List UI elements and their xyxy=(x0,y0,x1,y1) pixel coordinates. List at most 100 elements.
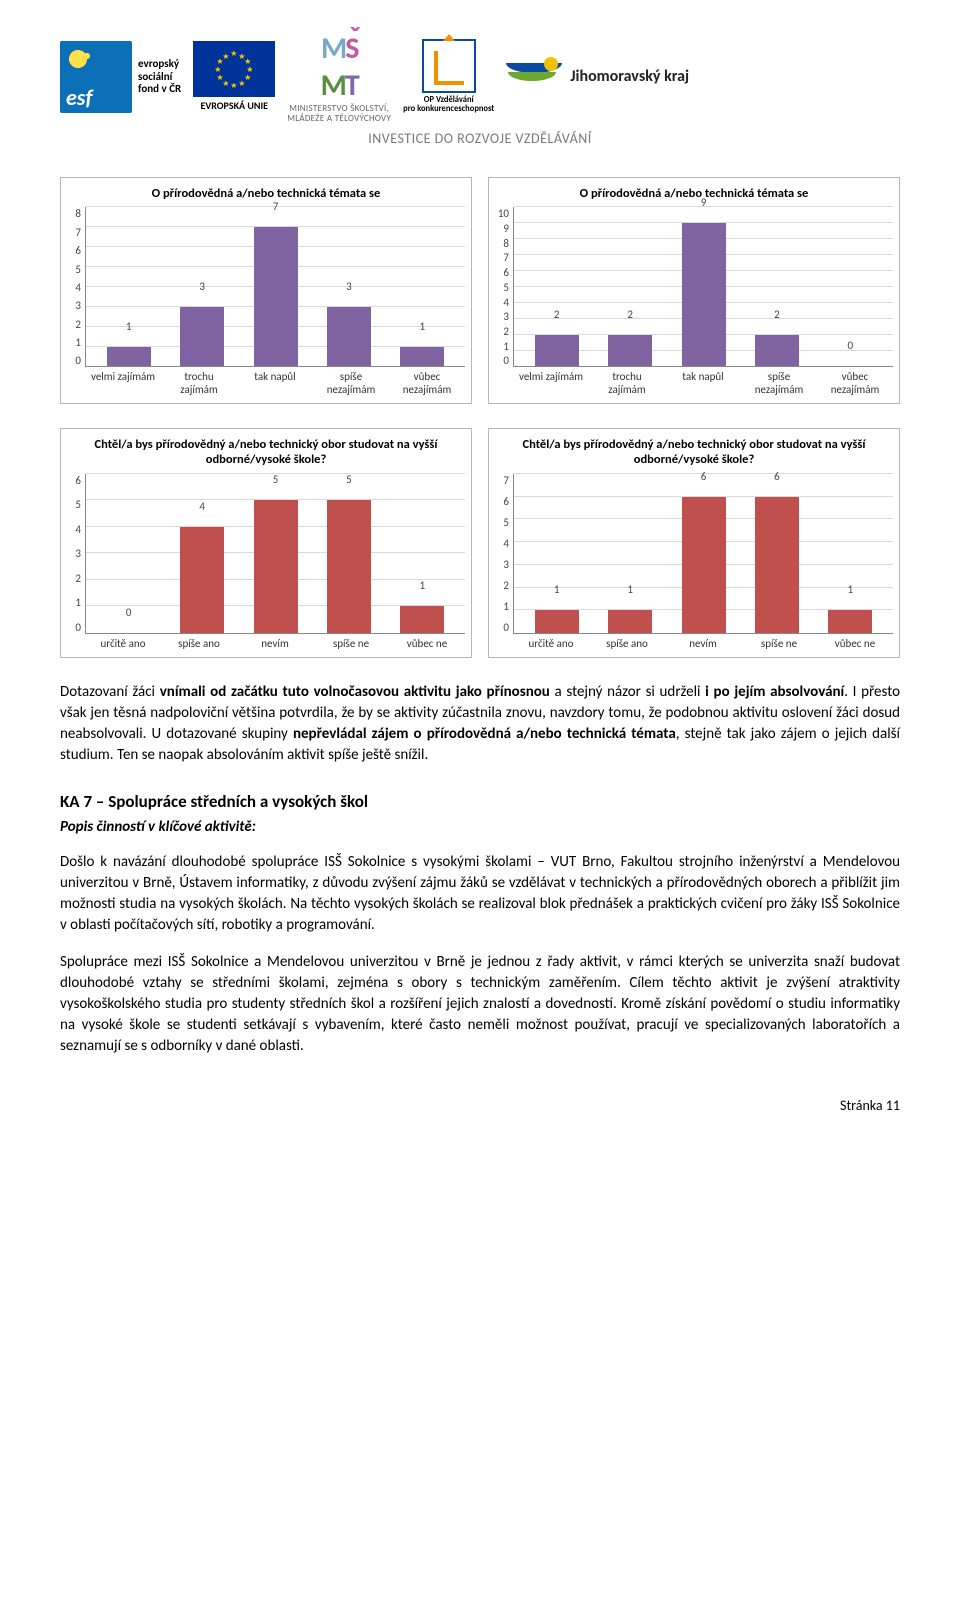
x-tick-label: spíšenezajímám xyxy=(741,371,817,396)
y-tick: 0 xyxy=(67,354,81,367)
bar-value-label: 0 xyxy=(126,606,132,619)
bar-value-label: 6 xyxy=(774,470,780,483)
x-axis: určitě anospíše anonevímspíše nevůbec ne xyxy=(67,638,465,651)
bar: 5 xyxy=(312,474,385,633)
bar: 1 xyxy=(386,474,459,633)
y-tick: 2 xyxy=(495,325,509,338)
y-tick: 6 xyxy=(67,474,81,487)
esf-caption: evropský sociální fond v ČR xyxy=(138,58,181,96)
bar-value-label: 3 xyxy=(199,280,205,293)
charts-grid: O přírodovědná a/nebo technická témata s… xyxy=(60,177,900,658)
bar: 0 xyxy=(814,207,887,366)
esf-line: fond v ČR xyxy=(138,83,181,96)
y-tick: 0 xyxy=(67,621,81,634)
y-tick: 9 xyxy=(495,222,509,235)
logo-opvk: OP Vzdělávání pro konkurenceschopnost xyxy=(403,39,494,115)
y-tick: 0 xyxy=(495,354,509,367)
bar: 1 xyxy=(593,474,666,633)
bar: 4 xyxy=(165,474,238,633)
y-tick: 4 xyxy=(67,281,81,294)
bar: 7 xyxy=(239,207,312,366)
bar: 2 xyxy=(740,207,813,366)
y-tick: 5 xyxy=(495,516,509,529)
esf-icon xyxy=(60,41,132,113)
x-tick-label: tak napůl xyxy=(237,371,313,396)
bar-value-label: 2 xyxy=(627,308,633,321)
body-text: Dotazovaní žáci vnímali od začátku tuto … xyxy=(60,682,900,1058)
bar-value-label: 4 xyxy=(199,500,205,513)
x-axis: určitě anospíše anonevímspíše nevůbec ne xyxy=(495,638,893,651)
bar-chart: O přírodovědná a/nebo technická témata s… xyxy=(488,177,900,404)
chart-title: O přírodovědná a/nebo technická témata s… xyxy=(495,186,893,202)
bar-value-label: 6 xyxy=(701,470,707,483)
bar: 2 xyxy=(593,207,666,366)
y-tick: 7 xyxy=(495,474,509,487)
jmk-icon xyxy=(506,57,562,97)
x-tick-label: trochuzajímám xyxy=(161,371,237,396)
eu-flag-icon: ★★★★★★★★★★★★ xyxy=(193,41,275,97)
y-tick: 5 xyxy=(67,498,81,511)
logo-jmk: Jihomoravský kraj xyxy=(506,57,689,97)
y-tick: 3 xyxy=(495,310,509,323)
y-tick: 10 xyxy=(495,207,509,220)
y-tick: 5 xyxy=(495,281,509,294)
bar-value-label: 1 xyxy=(420,320,426,333)
bar: 2 xyxy=(520,207,593,366)
chart-title: Chtěl/a bys přírodovědný a/nebo technick… xyxy=(67,437,465,468)
bar: 6 xyxy=(667,474,740,633)
bar-value-label: 2 xyxy=(554,308,560,321)
x-tick-label: vůbec ne xyxy=(817,638,893,651)
y-tick: 8 xyxy=(495,237,509,250)
bar-value-label: 5 xyxy=(346,473,352,486)
bar: 9 xyxy=(667,207,740,366)
chart-title: Chtěl/a bys přírodovědný a/nebo technick… xyxy=(495,437,893,468)
x-tick-label: určitě ano xyxy=(513,638,589,651)
x-axis: velmi zajímámtrochuzajímámtak napůlspíše… xyxy=(67,371,465,396)
bar-value-label: 1 xyxy=(848,583,854,596)
bar: 1 xyxy=(520,474,593,633)
y-axis: 0123456 xyxy=(67,474,85,634)
y-tick: 3 xyxy=(67,547,81,560)
y-tick: 4 xyxy=(495,537,509,550)
logo-esf: evropský sociální fond v ČR xyxy=(60,41,181,113)
paragraph-2: Došlo k navázání dlouhodobé spolupráce I… xyxy=(60,852,900,936)
opvk-caption: OP Vzdělávání pro konkurenceschopnost xyxy=(403,96,494,115)
x-tick-label: spíše ne xyxy=(741,638,817,651)
bar: 5 xyxy=(239,474,312,633)
x-tick-label: tak napůl xyxy=(665,371,741,396)
chart-title: O přírodovědná a/nebo technická témata s… xyxy=(67,186,465,202)
y-tick: 1 xyxy=(67,336,81,349)
x-tick-label: nevím xyxy=(665,638,741,651)
x-tick-label: spíšenezajímám xyxy=(313,371,389,396)
y-axis: 012345678910 xyxy=(495,207,513,367)
paragraph-1: Dotazovaní žáci vnímali od začátku tuto … xyxy=(60,682,900,766)
bar: 6 xyxy=(740,474,813,633)
msmt-icon: MSMT xyxy=(287,30,391,104)
bar-chart: Chtěl/a bys přírodovědný a/nebo technick… xyxy=(60,428,472,658)
x-tick-label: nevím xyxy=(237,638,313,651)
y-tick: 5 xyxy=(67,263,81,276)
page-footer: Stránka 11 xyxy=(60,1097,900,1114)
x-axis: velmi zajímámtrochuzajímámtak napůlspíše… xyxy=(495,371,893,396)
plot-area: 22920 xyxy=(513,207,893,367)
bar-chart: Chtěl/a bys přírodovědný a/nebo technick… xyxy=(488,428,900,658)
y-tick: 1 xyxy=(495,600,509,613)
y-tick: 2 xyxy=(67,318,81,331)
opvk-icon xyxy=(422,39,476,93)
bar-value-label: 3 xyxy=(346,280,352,293)
bar: 1 xyxy=(92,207,165,366)
section-heading: KA 7 – Spolupráce středních a vysokých š… xyxy=(60,790,900,814)
bar-value-label: 0 xyxy=(848,339,854,352)
y-tick: 3 xyxy=(495,558,509,571)
chart-row: Chtěl/a bys přírodovědný a/nebo technick… xyxy=(60,428,900,658)
y-tick: 7 xyxy=(495,251,509,264)
y-tick: 4 xyxy=(495,296,509,309)
y-axis: 012345678 xyxy=(67,207,85,367)
y-tick: 6 xyxy=(495,266,509,279)
x-tick-label: velmi zajímám xyxy=(85,371,161,396)
x-tick-label: vůbecnezajímám xyxy=(817,371,893,396)
bar: 1 xyxy=(386,207,459,366)
y-tick: 8 xyxy=(67,207,81,220)
tagline: INVESTICE DO ROZVOJE VZDĚLÁVÁNÍ xyxy=(60,130,900,147)
bar: 1 xyxy=(814,474,887,633)
